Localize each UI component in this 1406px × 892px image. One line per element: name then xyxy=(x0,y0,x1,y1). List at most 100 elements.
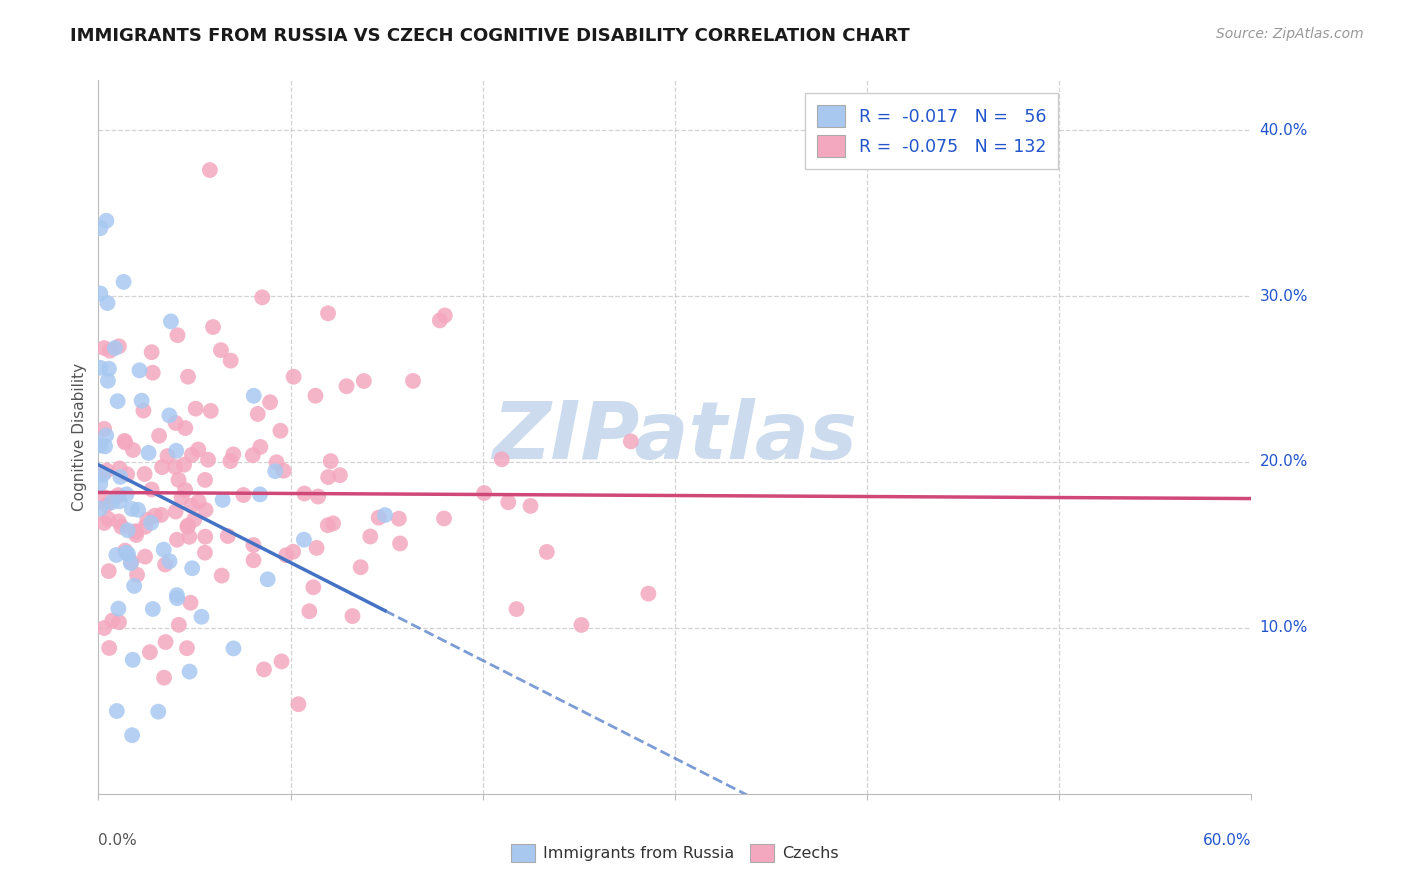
Point xyxy=(124,524,146,539)
Point xyxy=(93,491,115,505)
Point xyxy=(194,503,217,517)
Point xyxy=(197,452,219,467)
Point xyxy=(177,369,200,384)
Point xyxy=(122,579,145,593)
Point xyxy=(89,221,111,235)
Point xyxy=(198,163,221,178)
Point xyxy=(138,446,160,460)
Point xyxy=(98,640,121,655)
Point xyxy=(242,553,264,567)
Point xyxy=(115,546,138,560)
Point xyxy=(307,490,329,504)
Point xyxy=(148,429,170,443)
Point xyxy=(402,374,425,388)
Point xyxy=(194,473,217,487)
Point xyxy=(125,524,148,539)
Point xyxy=(143,508,166,523)
Point xyxy=(148,705,170,719)
Point xyxy=(329,468,352,483)
Point xyxy=(273,464,295,478)
Text: IMMIGRANTS FROM RUSSIA VS CZECH COGNITIVE DISABILITY CORRELATION CHART: IMMIGRANTS FROM RUSSIA VS CZECH COGNITIV… xyxy=(70,27,910,45)
Point xyxy=(120,556,142,570)
Point xyxy=(202,320,225,334)
Point xyxy=(200,404,222,418)
Point xyxy=(433,511,456,525)
Point xyxy=(165,416,187,430)
Point xyxy=(156,449,179,463)
Point xyxy=(153,671,176,685)
Point xyxy=(107,394,129,409)
Point xyxy=(165,443,187,458)
Point xyxy=(107,601,129,615)
Point xyxy=(211,568,233,582)
Point xyxy=(219,454,242,468)
Point xyxy=(217,529,239,543)
Point xyxy=(167,617,190,632)
Point xyxy=(97,564,120,578)
Point xyxy=(249,487,271,501)
Point xyxy=(249,440,271,454)
Point xyxy=(316,518,339,533)
Point xyxy=(180,596,202,610)
Point xyxy=(264,464,287,478)
Point xyxy=(292,533,315,547)
Text: 60.0%: 60.0% xyxy=(1204,833,1251,847)
Point xyxy=(101,495,124,509)
Point xyxy=(498,495,520,509)
Point xyxy=(98,343,121,358)
Point xyxy=(157,409,180,423)
Point xyxy=(176,519,198,533)
Point xyxy=(96,213,118,227)
Point xyxy=(127,503,149,517)
Point xyxy=(117,547,139,561)
Point xyxy=(115,467,138,482)
Point xyxy=(305,541,328,555)
Point xyxy=(179,530,201,544)
Point xyxy=(190,609,212,624)
Y-axis label: Cognitive Disability: Cognitive Disability xyxy=(72,363,87,511)
Point xyxy=(276,548,298,562)
Point xyxy=(89,286,111,301)
Point xyxy=(184,401,207,416)
Point xyxy=(93,621,115,635)
Point xyxy=(105,704,128,718)
Point xyxy=(433,309,456,323)
Point xyxy=(319,454,342,468)
Point xyxy=(304,389,326,403)
Point xyxy=(505,602,527,616)
Text: 0.0%: 0.0% xyxy=(98,833,138,847)
Point xyxy=(350,560,373,574)
Point xyxy=(142,366,165,380)
Point xyxy=(194,530,217,544)
Point xyxy=(222,447,245,461)
Point xyxy=(179,665,201,679)
Point xyxy=(128,363,150,377)
Text: 20.0%: 20.0% xyxy=(1260,454,1308,469)
Point xyxy=(125,528,148,542)
Point xyxy=(173,458,195,472)
Point xyxy=(89,476,111,491)
Point xyxy=(388,511,411,525)
Point xyxy=(110,519,132,533)
Point xyxy=(114,543,136,558)
Text: Source: ZipAtlas.com: Source: ZipAtlas.com xyxy=(1216,27,1364,41)
Point xyxy=(121,502,143,516)
Point xyxy=(256,572,278,586)
Point xyxy=(316,470,339,484)
Point xyxy=(150,508,173,522)
Point xyxy=(259,395,281,409)
Point xyxy=(165,504,187,518)
Point xyxy=(114,435,136,450)
Point xyxy=(134,549,156,564)
Point xyxy=(108,339,131,353)
Point xyxy=(89,360,111,375)
Point xyxy=(252,290,274,304)
Text: 10.0%: 10.0% xyxy=(1260,621,1308,635)
Point xyxy=(322,516,344,531)
Point xyxy=(142,602,165,616)
Point xyxy=(359,529,381,543)
Point xyxy=(302,580,325,594)
Point xyxy=(153,558,176,572)
Point xyxy=(283,369,305,384)
Point xyxy=(108,494,131,508)
